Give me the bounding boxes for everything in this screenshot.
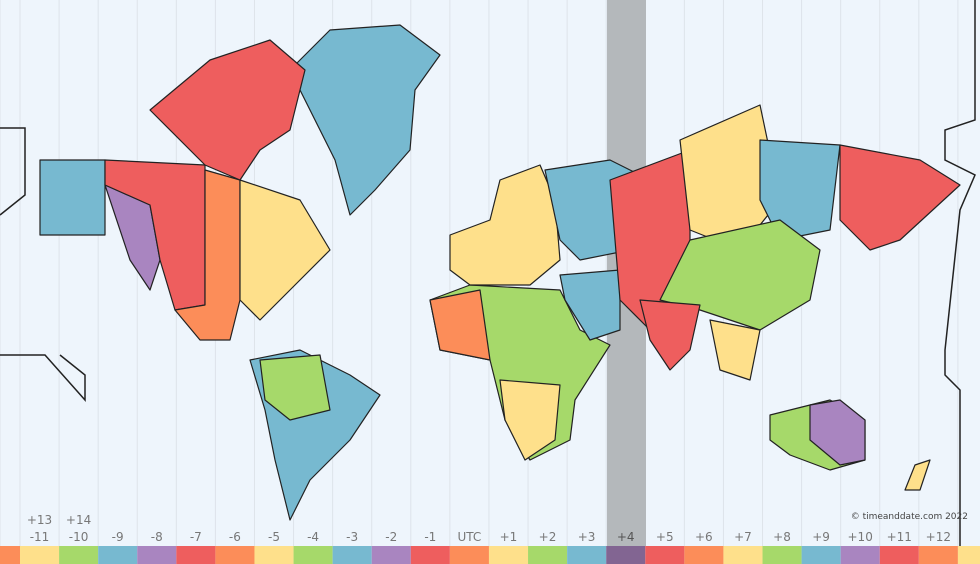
middle-east — [559, 269, 621, 341]
west-africa — [429, 289, 491, 361]
zone-label: -8 — [150, 530, 163, 544]
zone-color-bar[interactable] — [645, 546, 685, 564]
zone-label: UTC — [457, 530, 482, 544]
zone-label: -3 — [346, 530, 359, 544]
zone-alt-label: +13 — [26, 513, 53, 527]
north-america-mountain — [104, 159, 206, 311]
zone-label: +2 — [538, 530, 557, 544]
zone-color-bar[interactable] — [684, 546, 724, 564]
zone-label: -10 — [68, 530, 89, 544]
zone-alt-label: +14 — [65, 513, 92, 527]
zone-label: -4 — [307, 530, 320, 544]
zone-color-bar[interactable] — [254, 546, 294, 564]
greenland — [289, 24, 441, 216]
zone-color-bar[interactable] — [293, 546, 333, 564]
zone-label: +1 — [499, 530, 518, 544]
zone-color-bar[interactable] — [137, 546, 177, 564]
southern-africa — [499, 379, 561, 461]
zone-label: -5 — [267, 530, 280, 544]
southeast-asia — [709, 319, 761, 381]
zone-label: -11 — [29, 530, 50, 544]
zone-label: +10 — [847, 530, 873, 544]
zone-color-bar[interactable] — [59, 546, 99, 564]
north-america-west — [39, 159, 106, 236]
zone-color-bar[interactable] — [879, 546, 919, 564]
india — [639, 299, 701, 371]
zone-color-bar[interactable] — [723, 546, 763, 564]
zone-color-bar[interactable] — [957, 546, 980, 564]
zone-color-bar[interactable] — [449, 546, 489, 564]
new-zealand — [904, 459, 931, 491]
zone-label: -9 — [111, 530, 124, 544]
zone-color-bar[interactable] — [0, 546, 20, 564]
canada-arctic — [149, 39, 306, 181]
date-line — [0, 0, 976, 546]
zone-color-bar[interactable] — [606, 546, 646, 564]
zone-color-bar[interactable] — [488, 546, 529, 564]
south-america-north — [259, 354, 331, 421]
north-america-east — [239, 179, 331, 321]
europe — [449, 164, 561, 286]
zone-color-bar[interactable] — [801, 546, 841, 564]
zone-label: +9 — [812, 530, 830, 544]
continents — [39, 24, 961, 521]
zone-color-bar[interactable] — [98, 546, 138, 564]
zone-label: +11 — [886, 530, 912, 544]
zone-label: -7 — [189, 530, 202, 544]
zone-label: +3 — [577, 530, 596, 544]
zone-color-bar[interactable] — [840, 546, 880, 564]
zone-label: +6 — [695, 530, 713, 544]
east-siberia — [759, 139, 841, 241]
zone-label: -6 — [228, 530, 241, 544]
zone-color-bar[interactable] — [371, 546, 411, 564]
zone-label: +12 — [925, 530, 951, 544]
australia-east — [809, 399, 866, 466]
zone-label: +7 — [734, 530, 752, 544]
zone-color-bar[interactable] — [567, 546, 607, 564]
zone-color-bar[interactable] — [762, 546, 802, 564]
zone-color-bar[interactable] — [918, 546, 958, 564]
zone-color-bar[interactable] — [20, 546, 60, 564]
far-east-russia — [839, 144, 961, 251]
zone-label: -2 — [385, 530, 398, 544]
zone-label: +4 — [616, 530, 635, 544]
zone-color-bar[interactable] — [410, 546, 450, 564]
zone-color-bar[interactable] — [528, 546, 568, 564]
zone-label: -1 — [424, 530, 437, 544]
zone-color-bar[interactable] — [332, 546, 372, 564]
zone-color-bar[interactable] — [176, 546, 216, 564]
copyright: © timeanddate.com 2022 — [850, 512, 968, 522]
zone-label: +5 — [655, 530, 674, 544]
zone-label: +8 — [773, 530, 791, 544]
zone-color-bar[interactable] — [215, 546, 255, 564]
